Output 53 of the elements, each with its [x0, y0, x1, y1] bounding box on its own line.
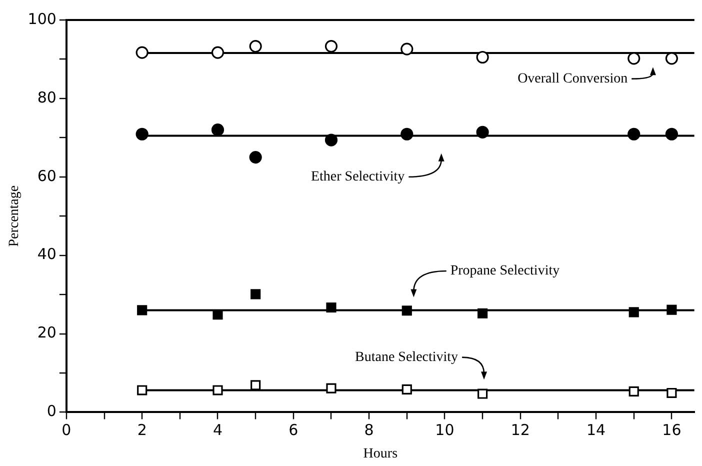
point: [211, 124, 224, 136]
x-tick-label: 10: [435, 421, 454, 440]
point: [628, 52, 640, 65]
point: [665, 128, 678, 140]
point: [628, 307, 639, 318]
y-tick-label: 0: [46, 402, 56, 420]
point: [136, 128, 148, 140]
point: [402, 306, 412, 316]
point: [137, 305, 148, 316]
annotation: Propane Selectivity: [450, 264, 560, 279]
point: [665, 52, 678, 65]
y-tick-label: 100: [28, 10, 56, 28]
x-tick-label: 14: [586, 421, 606, 440]
point: [478, 388, 488, 399]
point: [137, 385, 148, 396]
point: [478, 308, 488, 318]
y-axis-title: Percentage: [7, 185, 22, 247]
point: [666, 388, 677, 398]
x-tick-label: 16: [662, 421, 682, 440]
x-axis-title: Hours: [363, 446, 398, 462]
x-tick-label: 12: [510, 421, 530, 440]
x-tick-label: 8: [364, 421, 374, 440]
y-tick-label: 80: [37, 88, 56, 106]
point: [249, 40, 262, 53]
x-tick-label: 4: [212, 421, 223, 440]
x-tick-label: 6: [288, 421, 298, 440]
point: [249, 150, 262, 164]
y-tick-label: 60: [37, 166, 56, 185]
point: [476, 126, 489, 138]
point: [212, 310, 223, 320]
point: [250, 380, 261, 390]
point: [326, 383, 336, 394]
point: [402, 384, 412, 394]
point: [400, 42, 414, 56]
x-tick-label: 2: [137, 421, 147, 440]
point: [476, 50, 489, 64]
point: [628, 386, 639, 396]
annotation: Overall Conversion: [518, 72, 628, 86]
point: [628, 128, 640, 140]
y-tick-label: 40: [37, 245, 56, 264]
y-tick-label: 20: [37, 324, 56, 342]
point: [211, 46, 224, 59]
point: [666, 304, 677, 315]
point: [400, 128, 414, 140]
point: [250, 289, 261, 300]
point: [324, 40, 338, 53]
x-tick-label: 0: [62, 421, 72, 440]
point: [324, 134, 338, 146]
point: [212, 385, 223, 396]
point: [136, 46, 148, 59]
annotation: Butane Selectivity: [355, 350, 458, 365]
point: [326, 302, 336, 313]
annotation: Ether Selectivity: [310, 170, 405, 185]
